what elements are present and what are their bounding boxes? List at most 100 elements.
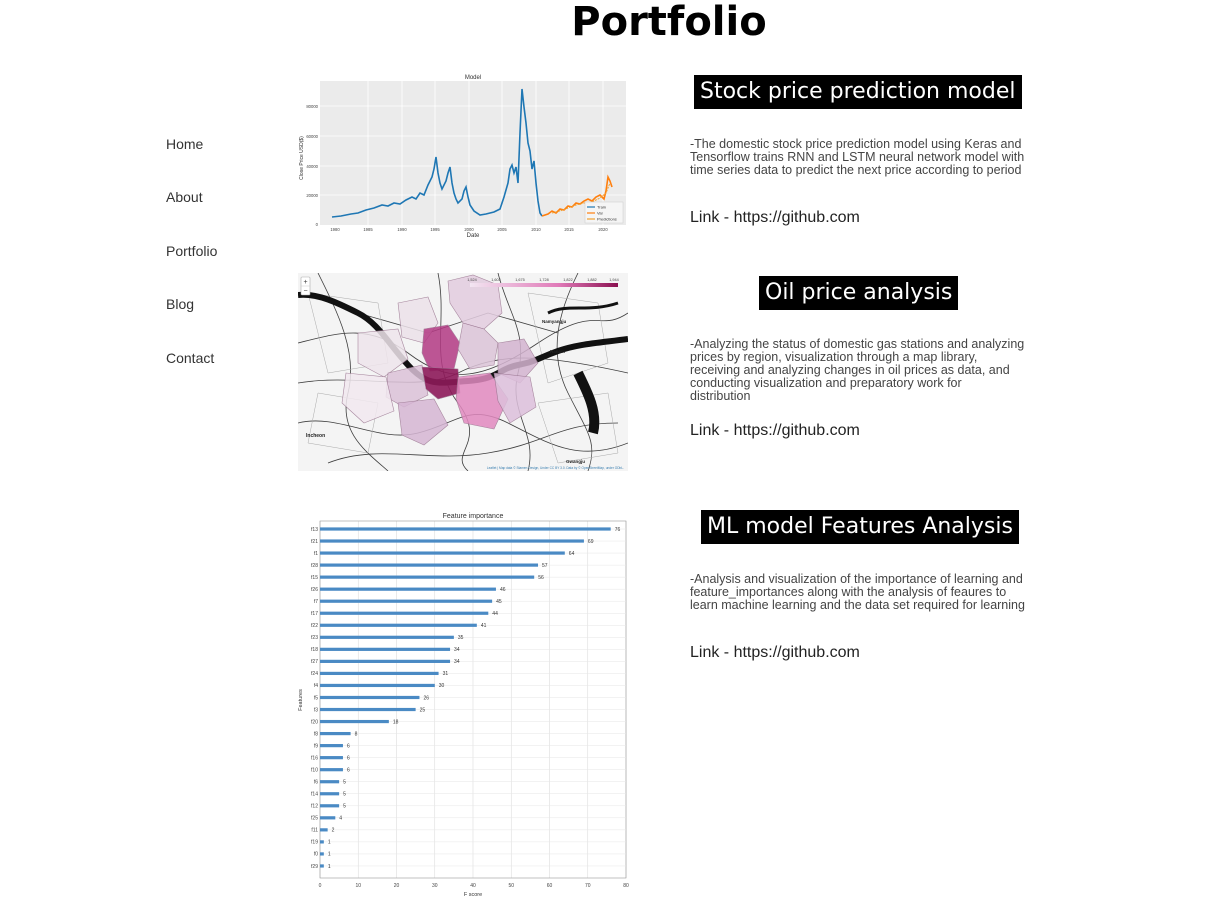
nav-blog[interactable]: Blog bbox=[166, 296, 195, 313]
page-title: Portfolio bbox=[571, 0, 767, 45]
fi-chart-title: Feature importance bbox=[443, 513, 504, 520]
project-link-ml[interactable]: Link - https://github.com bbox=[690, 644, 860, 661]
stock-legend-val: Val bbox=[597, 211, 603, 216]
fi-bar bbox=[320, 840, 324, 844]
fi-xtick: 40 bbox=[470, 883, 476, 889]
fi-category-label: f1 bbox=[314, 551, 318, 557]
fi-bar bbox=[320, 816, 336, 820]
map-label-namyangju: Namyangju bbox=[542, 319, 567, 324]
fi-bar bbox=[320, 731, 351, 736]
map-zoom-control[interactable]: + − bbox=[300, 276, 311, 296]
nav-contact[interactable]: Contact bbox=[166, 349, 215, 366]
fi-value-label: 34 bbox=[454, 659, 460, 665]
stock-legend-pred: Predictions bbox=[597, 217, 617, 222]
fi-category-label: f13 bbox=[311, 527, 318, 533]
stock-plot-area bbox=[320, 81, 626, 225]
fi-value-label: 34 bbox=[454, 647, 460, 653]
fi-category-label: f29 bbox=[311, 864, 318, 870]
fi-xtick: 70 bbox=[585, 883, 591, 889]
fi-bar bbox=[320, 659, 451, 663]
project-title-stock: Stock price prediction model bbox=[694, 75, 1022, 109]
fi-bar bbox=[320, 635, 454, 639]
fi-xtick: 30 bbox=[432, 883, 438, 889]
fi-value-label: 1 bbox=[328, 864, 331, 870]
fi-category-label: f6 bbox=[314, 780, 318, 786]
fi-value-label: 25 bbox=[420, 707, 426, 713]
fi-bar bbox=[320, 539, 584, 543]
stock-xtick: 2010 bbox=[531, 227, 541, 232]
fi-bar bbox=[320, 744, 343, 748]
fi-value-label: 5 bbox=[343, 792, 346, 798]
project-desc-ml: -Analysis and visualization of the impor… bbox=[690, 572, 1025, 612]
stock-legend-train: Train bbox=[597, 205, 606, 210]
seoul-map: 1,524 1,603 1,675 1,728 1,822 1,882 1,94… bbox=[298, 273, 628, 471]
fi-category-label: f11 bbox=[311, 828, 318, 834]
fi-xtick: 80 bbox=[623, 883, 629, 889]
fi-category-label: f9 bbox=[314, 743, 318, 749]
fi-bar bbox=[320, 828, 328, 832]
project-desc-oil: -Analyzing the status of domestic gas st… bbox=[690, 337, 1025, 403]
fi-category-label: f25 bbox=[311, 816, 318, 822]
project-link-oil[interactable]: Link - https://github.com bbox=[690, 422, 860, 439]
fi-value-label: 6 bbox=[347, 767, 350, 773]
fi-category-label: f8 bbox=[314, 731, 318, 737]
fi-bar bbox=[320, 527, 611, 531]
fi-category-label: f3 bbox=[314, 707, 318, 713]
map-zoom-in-icon[interactable]: + bbox=[303, 279, 307, 286]
stock-xtick: 1980 bbox=[330, 227, 340, 232]
fi-value-label: 46 bbox=[500, 587, 506, 593]
map-legend-tick: 1,603 bbox=[491, 278, 501, 282]
fi-bar bbox=[320, 611, 489, 615]
fi-category-label: f22 bbox=[311, 623, 318, 629]
project-desc-stock: -The domestic stock price prediction mod… bbox=[690, 137, 1025, 177]
fi-category-label: f24 bbox=[311, 671, 318, 677]
map-attribution: Leaflet | Map data © Stamen Design, Unde… bbox=[487, 466, 624, 470]
fi-bar bbox=[320, 587, 496, 591]
project-link-stock[interactable]: Link - https://github.com bbox=[690, 209, 860, 226]
nav-home[interactable]: Home bbox=[166, 136, 204, 152]
stock-chart: Model Date Close Price USD($) 0 20000 40… bbox=[299, 75, 626, 239]
fi-value-label: 26 bbox=[423, 695, 429, 701]
stock-legend: Train Val Predictions bbox=[584, 201, 624, 224]
fi-value-label: 1 bbox=[328, 840, 331, 846]
fi-bar bbox=[320, 756, 343, 760]
stock-ytick: 40000 bbox=[306, 164, 318, 169]
fi-category-label: f16 bbox=[311, 755, 318, 761]
fi-category-label: f26 bbox=[311, 587, 318, 593]
fi-bar bbox=[320, 768, 343, 772]
fi-category-label: f15 bbox=[311, 575, 318, 581]
fi-value-label: 5 bbox=[343, 780, 346, 786]
fi-bar bbox=[320, 683, 435, 688]
map-zoom-out-icon[interactable]: − bbox=[303, 288, 307, 295]
fi-category-label: f0 bbox=[314, 852, 318, 858]
stock-ytick: 60000 bbox=[306, 134, 318, 139]
fi-xtick: 0 bbox=[319, 883, 322, 889]
stock-train-line bbox=[331, 88, 543, 218]
stock-chart-xlabel: Date bbox=[467, 233, 480, 239]
map-legend-tick: 1,822 bbox=[563, 278, 573, 282]
fi-value-label: 6 bbox=[347, 755, 350, 761]
fi-bar bbox=[320, 864, 324, 868]
nav-about[interactable]: About bbox=[166, 189, 203, 206]
stock-xtick: 1995 bbox=[430, 227, 440, 232]
fi-value-label: 57 bbox=[542, 563, 548, 569]
fi-bar bbox=[320, 671, 439, 676]
fi-xtick: 10 bbox=[355, 883, 361, 889]
nav-portfolio[interactable]: Portfolio bbox=[166, 242, 218, 259]
project-title-oil: Oil price analysis bbox=[759, 276, 959, 310]
fi-value-label: 69 bbox=[588, 539, 594, 545]
fi-value-label: 4 bbox=[339, 816, 342, 822]
fi-category-label: f4 bbox=[314, 683, 318, 689]
stock-chart-ylabel: Close Price USD($) bbox=[299, 136, 305, 180]
fi-value-label: 44 bbox=[492, 611, 498, 617]
stock-xtick: 1985 bbox=[363, 227, 373, 232]
fi-bar bbox=[320, 707, 416, 712]
fi-category-label: f14 bbox=[311, 792, 318, 798]
fi-category-label: f21 bbox=[311, 539, 318, 545]
fi-xtick: 20 bbox=[394, 883, 400, 889]
seoul-map-image: 1,524 1,603 1,675 1,728 1,822 1,882 1,94… bbox=[298, 273, 628, 471]
stock-ytick: 80000 bbox=[306, 104, 318, 109]
fi-plot-frame bbox=[319, 520, 627, 879]
fi-bar bbox=[320, 792, 340, 796]
fi-value-label: 8 bbox=[355, 731, 358, 737]
